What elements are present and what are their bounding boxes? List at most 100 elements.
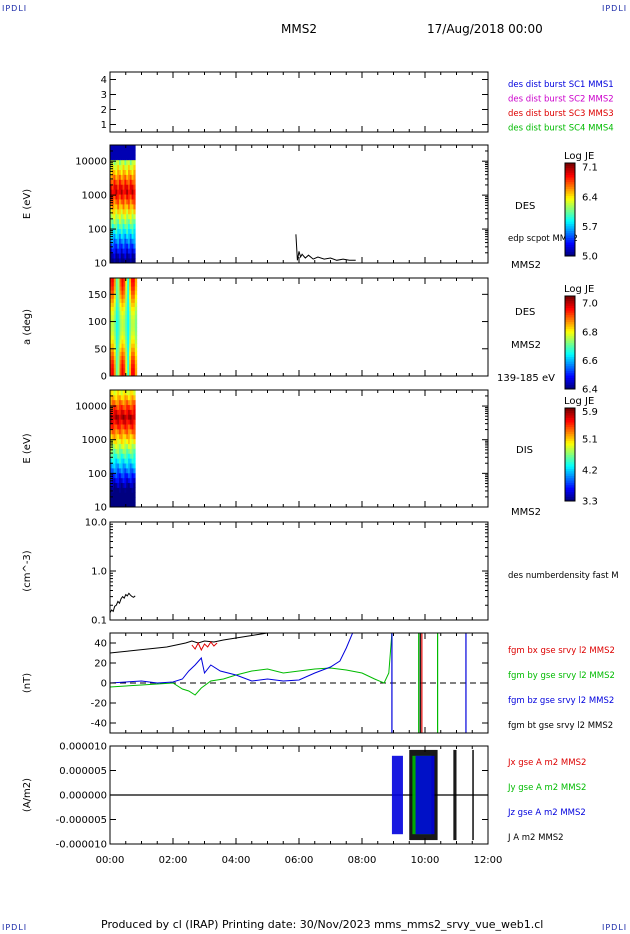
panel-1-spectrogram-cell bbox=[124, 228, 127, 234]
panel-2-spectrogram-cell bbox=[115, 282, 119, 287]
panel-1-colorbar-cell bbox=[565, 249, 575, 252]
panel-2-spectrogram-cell bbox=[127, 286, 130, 291]
density-legend-label: des numberdensity fast M bbox=[508, 571, 619, 581]
panel-2-spectrogram-cell bbox=[123, 367, 126, 373]
spacecraft-title: MMS2 bbox=[281, 22, 317, 36]
panel-3-spectrogram-cell bbox=[113, 394, 116, 401]
panel-2-spectrogram-cell bbox=[125, 339, 128, 344]
panel-3-spectrogram-cell bbox=[131, 482, 134, 488]
panel-2-spectrogram-cell bbox=[119, 371, 122, 377]
panel-1-spectrogram-cell bbox=[117, 243, 120, 249]
panel-3-spectrogram-cell bbox=[124, 487, 127, 493]
panel-3-spectrogram-cell bbox=[110, 497, 113, 503]
panel-3-spectrogram-cell bbox=[110, 502, 113, 508]
panel-3-spectrogram-cell bbox=[126, 394, 129, 401]
panel-3-spectrogram-cell bbox=[129, 472, 132, 479]
panel-1-spectrogram-cell bbox=[110, 164, 113, 170]
panel-2-colorbar-label: Log JE bbox=[564, 284, 594, 295]
panel-1-spectrogram-cell bbox=[126, 238, 129, 244]
panel-3-spectrogram-cell bbox=[111, 463, 114, 469]
panel-2-spectrogram-cell bbox=[131, 290, 134, 295]
panel-1-spectrogram-cell bbox=[133, 223, 136, 229]
panel-5-ytick-label: 40 bbox=[94, 639, 107, 650]
time-tick-label: 12:00 bbox=[474, 855, 503, 866]
panel-1-spectrogram-cell bbox=[131, 218, 134, 225]
panel-1-spectrogram-cell bbox=[131, 258, 134, 264]
panel-3-spectrogram-cell bbox=[133, 424, 136, 430]
panel-3-spectrogram-cell bbox=[129, 458, 132, 464]
panel-3-colorbar-cell bbox=[565, 419, 575, 423]
panel-3-spectrogram-cell bbox=[128, 482, 131, 488]
panel-2-spectrogram-cell bbox=[125, 298, 128, 303]
panel-1-spectrogram-cell bbox=[115, 189, 118, 195]
panel-3-spectrogram-cell bbox=[129, 414, 132, 420]
panel-1-spectrogram-cell bbox=[126, 154, 129, 161]
panel-1-ytick-label: 10 bbox=[94, 259, 107, 270]
panel-1-spectrogram-cell bbox=[120, 228, 123, 234]
panel-2-spectrogram-cell bbox=[115, 327, 119, 332]
panel-2-spectrogram-cell bbox=[125, 331, 128, 336]
panel-3-spectrogram-cell bbox=[131, 497, 134, 503]
panel-2-colorbar-cell bbox=[565, 363, 575, 367]
panel-3-spectrogram-cell bbox=[113, 404, 116, 410]
panel-3-spectrogram-cell bbox=[126, 453, 129, 459]
panel-2-spectrogram-cell bbox=[132, 298, 136, 303]
panel-2-spectrogram-cell bbox=[110, 298, 113, 303]
panel-3-spectrogram-cell bbox=[126, 438, 129, 445]
panel-3-colorbar-cell bbox=[565, 410, 575, 414]
panel-1-spectrogram-cell bbox=[129, 258, 132, 264]
panel-2-spectrogram-cell bbox=[115, 359, 119, 365]
panel-3-spectrogram-cell bbox=[131, 458, 134, 464]
panel-1-spectrogram-cell bbox=[133, 194, 136, 200]
panel-2-spectrogram-cell bbox=[127, 322, 130, 328]
panel-2-spectrogram-cell bbox=[113, 322, 117, 328]
panel-1-spectrogram-cell bbox=[119, 223, 122, 229]
panel-3-spectrogram-cell bbox=[122, 458, 125, 464]
panel-3-spectrogram-cell bbox=[119, 477, 122, 484]
panel-3-colorbar-cell bbox=[565, 424, 575, 428]
panel-1-spectrogram-cell bbox=[111, 174, 114, 180]
panel-1-spectrogram-cell bbox=[122, 164, 125, 170]
panel-2-spectrogram-cell bbox=[115, 306, 119, 312]
panel-2-spectrogram-cell bbox=[123, 294, 126, 299]
panel-2-spectrogram-cell bbox=[121, 331, 124, 336]
panel-2-spectrogram-cell bbox=[125, 322, 128, 328]
panel-2-spectrogram-cell bbox=[129, 347, 132, 352]
panel-2-spectrogram-cell bbox=[119, 347, 122, 352]
panel-3-spectrogram-cell bbox=[119, 468, 122, 474]
panel-3-spectrogram-cell bbox=[115, 453, 118, 459]
panel-1-spectrogram-cell bbox=[124, 248, 127, 254]
panel-1-spectrogram-cell bbox=[126, 243, 129, 249]
panel-3-spectrogram-cell bbox=[115, 443, 118, 449]
panel-2-spectrogram-cell bbox=[127, 359, 130, 365]
panel-3-spectrogram-cell bbox=[122, 433, 125, 440]
panel-3-spectrogram-cell bbox=[115, 468, 118, 474]
panel-2-spectrogram-cell bbox=[111, 355, 115, 361]
panel-1-ytick-label: 1000 bbox=[82, 191, 107, 202]
panel-2-spectrogram-cell bbox=[134, 359, 138, 365]
current-burst bbox=[415, 755, 435, 835]
panel-1-spectrogram-cell bbox=[128, 248, 131, 254]
panel-3-ylabel: E (eV) bbox=[22, 433, 33, 463]
panel-1-spectrogram-cell bbox=[113, 208, 116, 215]
current-legend-label: J A m2 MMS2 bbox=[507, 833, 564, 843]
panel-3-spectrogram-cell bbox=[115, 394, 118, 401]
panel-2-spectrogram-cell bbox=[127, 294, 130, 299]
panel-3-spectrogram-cell bbox=[128, 497, 131, 503]
panel-3-spectrogram-cell bbox=[131, 433, 134, 440]
panel-1-spectrogram-cell bbox=[124, 184, 127, 190]
corner-tag-top-right: IPDLI bbox=[602, 4, 628, 13]
current-legend-label: Jx gse A m2 MMS2 bbox=[507, 758, 586, 768]
panel-2-colorbar-cell bbox=[565, 365, 575, 369]
panel-3-spectrogram-cell bbox=[111, 468, 114, 474]
panel-1-spectrogram-cell bbox=[120, 145, 123, 151]
panel-2-spectrogram-cell bbox=[129, 335, 132, 340]
panel-1-spectrogram-cell bbox=[122, 223, 125, 229]
scpot-label: edp scpot MMS2 bbox=[508, 234, 578, 244]
panel-2-ytick-label: 100 bbox=[88, 317, 107, 328]
panel-1-spectrogram-cell bbox=[120, 149, 123, 156]
panel-1-spectrogram-cell bbox=[120, 204, 123, 210]
panel-1-spectrogram-cell bbox=[111, 238, 114, 244]
panel-3-spectrogram-cell bbox=[128, 472, 131, 479]
panel-1-spectrogram-cell bbox=[122, 199, 125, 205]
